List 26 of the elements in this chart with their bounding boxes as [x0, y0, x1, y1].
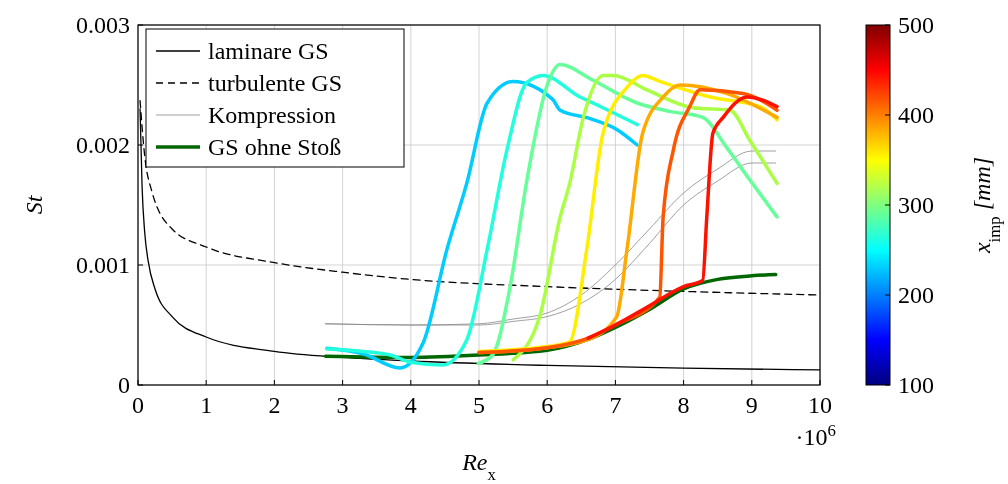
- legend-label: laminare GS: [208, 38, 329, 64]
- x-axis-title: Re$_{x}$: [461, 449, 497, 484]
- color-bar-label: 500: [898, 12, 934, 38]
- x-tick-label: 4: [404, 392, 417, 418]
- legend-label: turbulente GS: [208, 70, 342, 96]
- x-tick-label: 3: [336, 392, 349, 418]
- y-tick-label: 0.003: [76, 12, 130, 38]
- x-tick-label: 9: [745, 392, 758, 418]
- x-tick-label: 6: [541, 392, 554, 418]
- text: ·10$^{6}$: [795, 420, 836, 450]
- x-tick-label: 10: [808, 392, 832, 418]
- y-axis-title: St: [21, 194, 47, 215]
- legend-label: Kompression: [208, 102, 336, 128]
- color-bar-label: 300: [898, 192, 934, 218]
- x-tick-label: 1: [200, 392, 213, 418]
- x-tick-label: 7: [609, 392, 622, 418]
- y-tick-label: 0.002: [76, 132, 130, 158]
- color-bar-label: 400: [898, 102, 934, 128]
- color-bar-label: 200: [898, 282, 934, 308]
- x-tick-label: 5: [473, 392, 485, 418]
- x-tick-label: 8: [677, 392, 690, 418]
- x-tick-label: 2: [268, 392, 281, 418]
- color-bar-label: 100: [898, 372, 934, 398]
- y-tick-label: 0.001: [76, 252, 130, 278]
- y-tick-label: 0: [118, 372, 130, 398]
- legend-label: GS ohne Stoß: [208, 134, 342, 160]
